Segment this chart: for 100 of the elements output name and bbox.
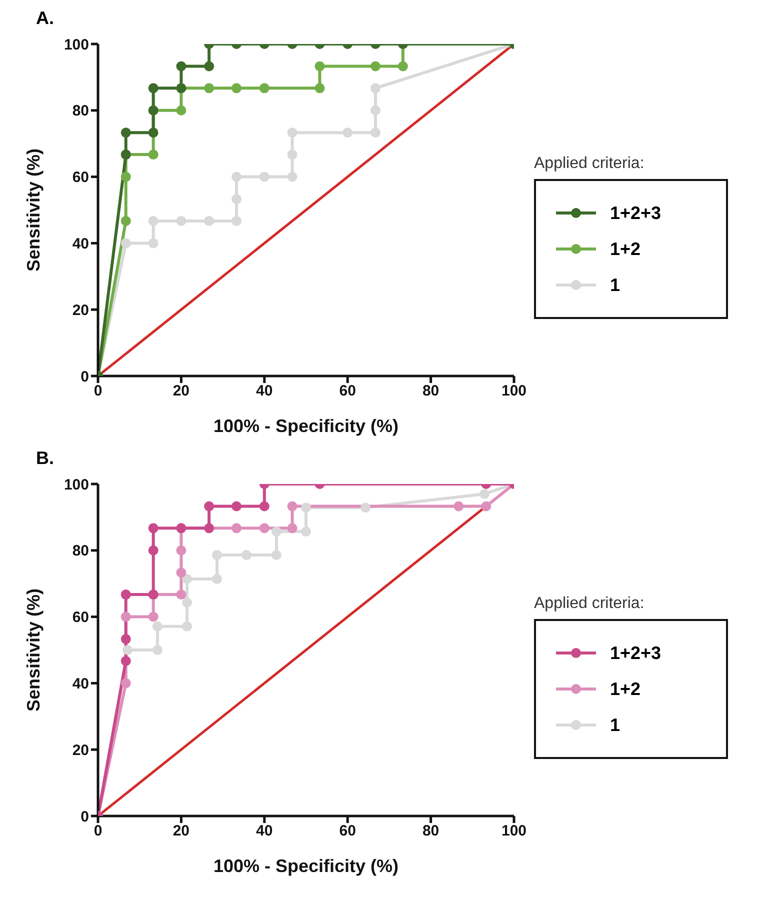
point — [176, 105, 186, 116]
point — [301, 526, 311, 536]
point — [287, 150, 298, 160]
point — [301, 502, 311, 513]
y-tick-label: 100 — [64, 36, 89, 54]
point — [148, 216, 158, 226]
point — [204, 83, 214, 94]
y-tick-label: 0 — [80, 368, 89, 386]
point — [212, 574, 222, 584]
point — [148, 128, 158, 138]
x-tick-label: 0 — [94, 382, 102, 400]
point — [232, 501, 242, 512]
point — [182, 598, 192, 608]
legend-title: Applied criteria: — [534, 155, 646, 173]
point — [287, 523, 298, 534]
point — [120, 678, 131, 688]
point — [120, 656, 131, 666]
point — [120, 612, 131, 622]
y-axis-title: Sensitivity (%) — [23, 148, 44, 272]
point — [176, 590, 186, 600]
legend-label: 1+2+3 — [610, 642, 662, 664]
point — [148, 150, 158, 160]
point — [176, 545, 186, 556]
chart-title: A. — [35, 8, 55, 30]
point — [232, 194, 242, 204]
legend-label: 1+2+3 — [610, 202, 662, 224]
point — [152, 621, 162, 632]
point — [204, 523, 214, 534]
x-tick-label: 80 — [422, 822, 440, 840]
point — [271, 550, 282, 560]
x-tick-label: 100 — [501, 822, 527, 840]
point — [148, 238, 158, 248]
point — [176, 216, 186, 226]
point — [204, 61, 214, 72]
y-axis-title: Sensitivity (%) — [23, 588, 44, 712]
point — [148, 545, 158, 556]
point — [204, 216, 214, 226]
point — [232, 172, 242, 182]
legend-label: 1 — [610, 274, 620, 296]
point — [148, 83, 158, 94]
point — [287, 172, 298, 182]
point — [360, 502, 370, 513]
point — [259, 172, 270, 182]
y-tick-label: 60 — [72, 169, 89, 186]
y-tick-label: 20 — [72, 302, 89, 319]
y-tick-label: 60 — [72, 609, 89, 626]
point — [120, 634, 131, 644]
point — [232, 83, 242, 94]
y-tick-label: 100 — [64, 476, 89, 494]
point — [370, 128, 380, 138]
y-tick-label: 80 — [72, 542, 89, 560]
x-tick-label: 100 — [501, 382, 527, 400]
point — [148, 523, 158, 534]
point — [370, 83, 380, 94]
x-tick-label: 60 — [339, 382, 356, 400]
point — [204, 501, 214, 512]
point — [120, 238, 131, 248]
point — [314, 83, 325, 94]
point — [479, 488, 490, 499]
point — [176, 568, 186, 578]
y-tick-label: 20 — [72, 742, 89, 759]
point — [232, 523, 242, 534]
point — [287, 128, 298, 138]
x-tick-label: 40 — [256, 822, 273, 840]
point — [120, 590, 131, 600]
point — [152, 645, 162, 655]
x-tick-label: 40 — [256, 382, 273, 400]
point — [370, 105, 380, 116]
point — [176, 61, 186, 72]
point — [454, 501, 464, 512]
point — [182, 574, 192, 584]
legend-label: 1+2 — [610, 238, 641, 260]
point — [342, 128, 353, 138]
point — [259, 83, 270, 94]
chart-title: B. — [35, 448, 55, 470]
x-tick-label: 0 — [94, 822, 102, 840]
point — [120, 216, 131, 226]
y-tick-label: 0 — [80, 808, 89, 826]
point — [120, 172, 131, 182]
x-tick-label: 60 — [339, 822, 356, 840]
y-tick-label: 40 — [72, 676, 89, 693]
y-tick-label: 80 — [72, 102, 89, 120]
point — [182, 621, 192, 632]
x-tick-label: 20 — [172, 382, 190, 400]
point — [148, 612, 158, 622]
point — [259, 501, 270, 512]
x-tick-label: 20 — [172, 822, 190, 840]
legend-label: 1 — [610, 714, 620, 736]
point — [287, 501, 298, 512]
x-axis-title: 100% - Specificity (%) — [213, 856, 399, 876]
point — [398, 61, 408, 72]
point — [481, 501, 492, 512]
point — [232, 216, 242, 226]
point — [271, 526, 282, 536]
point — [314, 61, 325, 72]
legend-title: Applied criteria: — [534, 595, 646, 613]
x-axis-title: 100% - Specificity (%) — [213, 416, 399, 436]
point — [242, 550, 252, 560]
point — [122, 645, 133, 655]
x-tick-label: 80 — [422, 382, 440, 400]
